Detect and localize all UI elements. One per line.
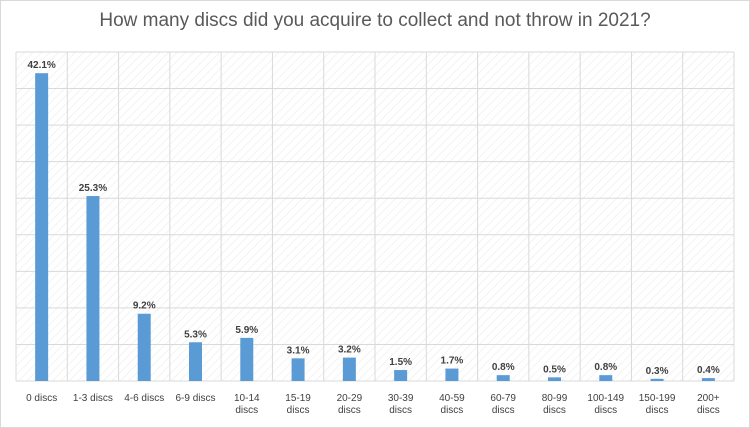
- data-label: 0.8%: [594, 362, 617, 373]
- x-tick-label: discs: [492, 405, 515, 416]
- x-tick-label: discs: [697, 405, 720, 416]
- data-label: 9.2%: [133, 301, 156, 312]
- x-tick-label: discs: [389, 405, 412, 416]
- bar: [394, 370, 408, 381]
- x-tick-label: 1-3 discs: [73, 393, 113, 404]
- data-label: 0.3%: [646, 366, 669, 377]
- chart-title: How many discs did you acquire to collec…: [99, 10, 651, 31]
- bar: [137, 313, 151, 381]
- bar: [240, 337, 254, 381]
- bar: [445, 368, 459, 381]
- x-tick-label: 60-79: [490, 393, 516, 404]
- bars: [35, 73, 715, 382]
- data-label: 42.1%: [27, 60, 55, 71]
- x-tick-label: 30-39: [388, 393, 414, 404]
- data-label: 0.5%: [543, 364, 566, 375]
- bar: [35, 73, 49, 382]
- data-label: 1.7%: [441, 356, 464, 367]
- x-tick-label: discs: [235, 405, 258, 416]
- bar: [291, 358, 305, 381]
- x-tick-label: 6-9 discs: [175, 393, 215, 404]
- x-tick-label: 100-149: [587, 393, 624, 404]
- data-label: 3.1%: [287, 345, 310, 356]
- x-tick-label: 0 discs: [26, 393, 57, 404]
- x-axis-labels: 0 discs 1-3 discs 4-6 discs 6-9 discs 10-14d…: [26, 393, 720, 416]
- bar: [342, 357, 356, 381]
- x-tick-label: 200+: [697, 393, 720, 404]
- data-label: 3.2%: [338, 345, 361, 356]
- x-tick-label: discs: [646, 405, 669, 416]
- bar: [496, 375, 510, 381]
- data-label: 1.5%: [389, 357, 412, 368]
- bar: [650, 378, 664, 381]
- bar: [86, 196, 100, 381]
- data-labels: 42.1% 25.3% 9.2% 5.3% 5.9% 3.1% 3.2% 1.5% 1.7% 0.…: [27, 60, 719, 377]
- x-tick-label: discs: [338, 405, 361, 416]
- data-label: 25.3%: [79, 183, 107, 194]
- x-tick-label: 80-99: [542, 393, 568, 404]
- bar: [548, 377, 561, 381]
- data-label: 0.4%: [697, 365, 720, 376]
- x-tick-label: discs: [543, 405, 566, 416]
- data-label: 0.8%: [492, 362, 515, 373]
- x-tick-label: 20-29: [337, 393, 363, 404]
- x-tick-label: discs: [441, 405, 464, 416]
- bar: [701, 378, 715, 381]
- x-tick-label: 10-14: [234, 393, 260, 404]
- data-label: 5.9%: [235, 325, 258, 336]
- x-tick-label: 40-59: [439, 393, 465, 404]
- x-tick-label: 15-19: [285, 393, 311, 404]
- bar: [189, 342, 202, 381]
- x-tick-label: discs: [594, 405, 617, 416]
- bar: [599, 375, 613, 381]
- x-tick-label: discs: [287, 405, 310, 416]
- gridlines: [15, 51, 735, 382]
- data-label: 5.3%: [184, 329, 207, 340]
- x-tick-label: 4-6 discs: [124, 393, 164, 404]
- x-tick-label: 150-199: [639, 393, 676, 404]
